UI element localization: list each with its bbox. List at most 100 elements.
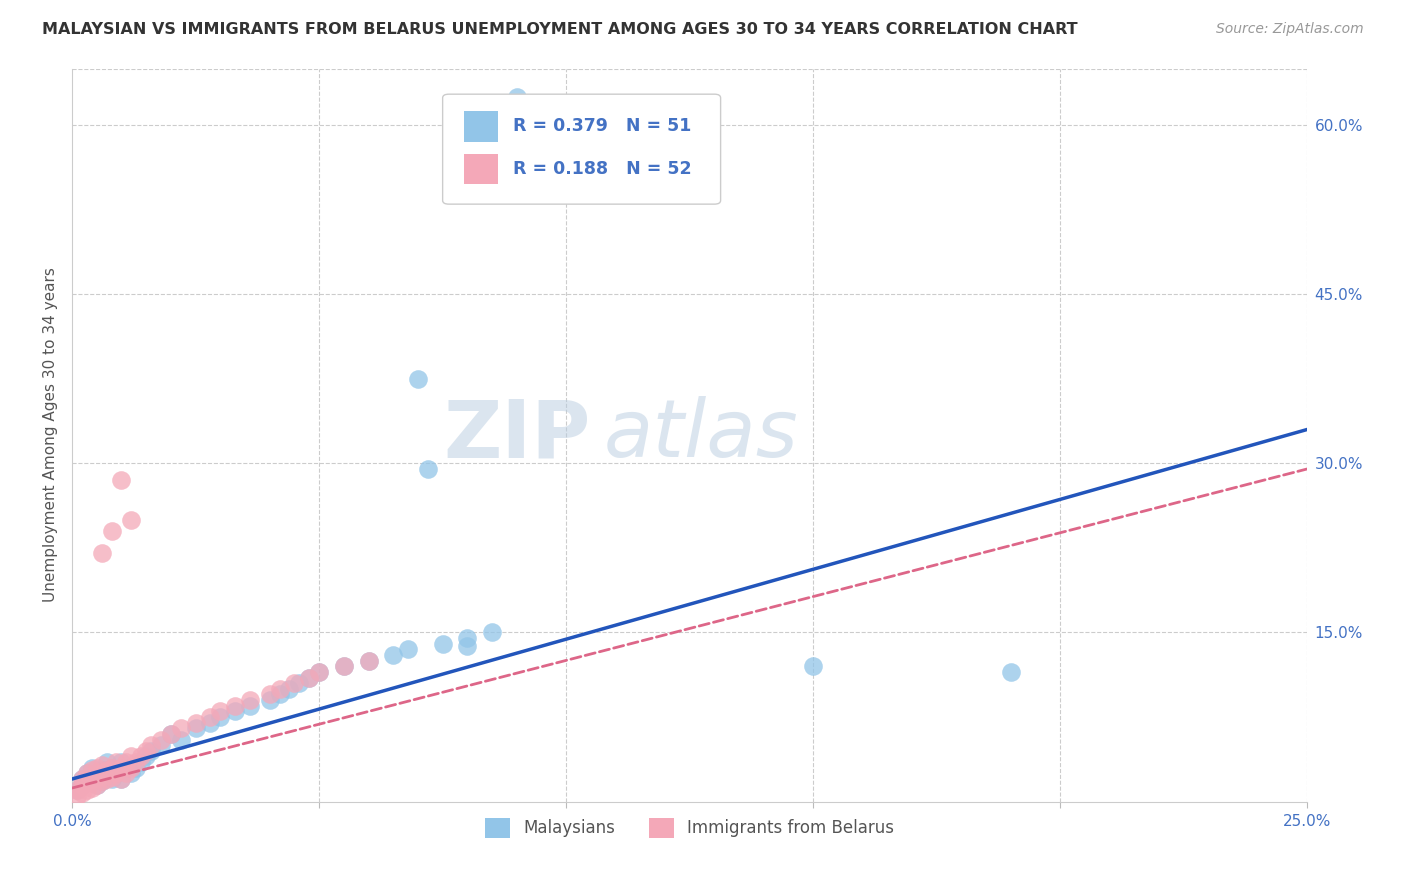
- Point: [239, 693, 262, 707]
- Point: [170, 721, 193, 735]
- Text: Source: ZipAtlas.com: Source: ZipAtlas.com: [1216, 22, 1364, 37]
- Point: [86, 770, 108, 784]
- Point: [481, 625, 503, 640]
- Text: atlas: atlas: [603, 396, 799, 474]
- Point: [100, 761, 122, 775]
- Point: [100, 772, 122, 786]
- Point: [209, 710, 232, 724]
- Point: [259, 693, 281, 707]
- Point: [110, 473, 132, 487]
- Point: [801, 659, 824, 673]
- Point: [70, 772, 93, 786]
- Point: [86, 778, 108, 792]
- Point: [76, 774, 98, 789]
- Point: [66, 783, 89, 797]
- Point: [298, 671, 321, 685]
- Point: [382, 648, 405, 662]
- Y-axis label: Unemployment Among Ages 30 to 34 years: Unemployment Among Ages 30 to 34 years: [44, 268, 58, 602]
- Point: [1000, 665, 1022, 679]
- Point: [86, 761, 108, 775]
- Point: [90, 758, 112, 772]
- Point: [66, 783, 89, 797]
- Point: [96, 763, 118, 777]
- Point: [70, 778, 93, 792]
- Point: [239, 698, 262, 713]
- Point: [96, 770, 118, 784]
- Point: [120, 749, 142, 764]
- Point: [90, 774, 112, 789]
- Point: [135, 744, 157, 758]
- Point: [70, 786, 93, 800]
- Point: [90, 763, 112, 777]
- Point: [135, 749, 157, 764]
- Point: [129, 755, 152, 769]
- Point: [125, 755, 148, 769]
- Point: [357, 654, 380, 668]
- Point: [506, 89, 529, 103]
- Point: [269, 681, 291, 696]
- Point: [170, 732, 193, 747]
- Point: [120, 761, 142, 775]
- Point: [160, 727, 183, 741]
- Point: [96, 772, 118, 786]
- Point: [120, 766, 142, 780]
- Point: [76, 783, 98, 797]
- Point: [200, 715, 222, 730]
- Point: [80, 780, 103, 795]
- Point: [100, 770, 122, 784]
- Bar: [464, 111, 498, 142]
- Point: [259, 688, 281, 702]
- Point: [200, 710, 222, 724]
- Legend: Malaysians, Immigrants from Belarus: Malaysians, Immigrants from Belarus: [478, 811, 901, 845]
- Point: [120, 513, 142, 527]
- Point: [357, 654, 380, 668]
- Text: R = 0.188   N = 52: R = 0.188 N = 52: [513, 160, 692, 178]
- Point: [406, 372, 429, 386]
- Point: [160, 727, 183, 741]
- Point: [288, 676, 311, 690]
- Point: [110, 761, 132, 775]
- Point: [110, 772, 132, 786]
- Point: [105, 766, 128, 780]
- Point: [224, 704, 246, 718]
- Point: [115, 761, 138, 775]
- Point: [105, 755, 128, 769]
- Point: [90, 546, 112, 560]
- Point: [76, 766, 98, 780]
- Point: [308, 665, 330, 679]
- Point: [396, 642, 419, 657]
- Point: [456, 631, 478, 645]
- Point: [432, 637, 454, 651]
- Text: MALAYSIAN VS IMMIGRANTS FROM BELARUS UNEMPLOYMENT AMONG AGES 30 TO 34 YEARS CORR: MALAYSIAN VS IMMIGRANTS FROM BELARUS UNE…: [42, 22, 1078, 37]
- Point: [308, 665, 330, 679]
- Point: [416, 462, 439, 476]
- Point: [139, 738, 162, 752]
- Point: [283, 676, 305, 690]
- Point: [115, 766, 138, 780]
- Point: [86, 766, 108, 780]
- Point: [100, 761, 122, 775]
- Point: [76, 774, 98, 789]
- Bar: [464, 153, 498, 185]
- Point: [110, 755, 132, 769]
- Point: [224, 698, 246, 713]
- Point: [139, 744, 162, 758]
- FancyBboxPatch shape: [443, 95, 721, 204]
- Point: [80, 770, 103, 784]
- Point: [90, 766, 112, 780]
- Point: [184, 721, 207, 735]
- Point: [149, 732, 172, 747]
- Point: [298, 671, 321, 685]
- Point: [80, 763, 103, 777]
- Text: ZIP: ZIP: [444, 396, 591, 474]
- Point: [115, 755, 138, 769]
- Text: R = 0.379   N = 51: R = 0.379 N = 51: [513, 118, 692, 136]
- Point: [456, 639, 478, 653]
- Point: [100, 524, 122, 538]
- Point: [70, 778, 93, 792]
- Point: [76, 766, 98, 780]
- Point: [86, 778, 108, 792]
- Point: [66, 789, 89, 803]
- Point: [70, 772, 93, 786]
- Point: [90, 774, 112, 789]
